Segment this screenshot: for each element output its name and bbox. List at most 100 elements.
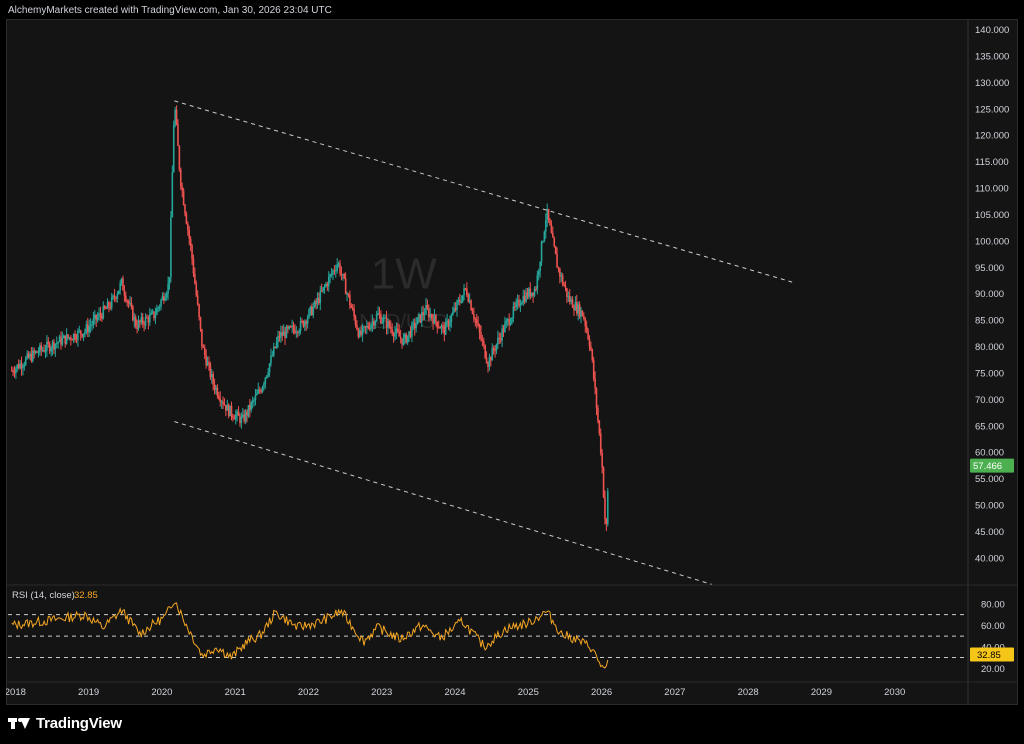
candle-body bbox=[456, 301, 458, 310]
candle-body bbox=[522, 296, 525, 303]
candle-body bbox=[195, 283, 198, 296]
time-axis-label: 2022 bbox=[298, 687, 319, 698]
candle-body bbox=[595, 388, 598, 408]
candle-body bbox=[366, 325, 368, 328]
candle-body bbox=[196, 295, 199, 305]
lower-trendline[interactable] bbox=[174, 421, 712, 585]
candle-body bbox=[536, 275, 539, 290]
candle-body bbox=[454, 308, 457, 310]
candle-body bbox=[350, 305, 353, 308]
candle-body bbox=[358, 330, 361, 337]
candle-body bbox=[148, 314, 151, 323]
candle-body bbox=[96, 316, 99, 320]
candle-body bbox=[122, 278, 124, 291]
candle-body bbox=[492, 348, 495, 351]
candle-body bbox=[330, 273, 333, 275]
candle-body bbox=[222, 401, 224, 405]
price-axis-label: 115.000 bbox=[975, 157, 1009, 168]
candle-body bbox=[289, 326, 292, 328]
candle-body bbox=[463, 288, 465, 296]
candle-body bbox=[206, 362, 209, 366]
candle-body bbox=[216, 387, 219, 396]
candle-body bbox=[299, 321, 302, 331]
candle-body bbox=[161, 295, 164, 301]
candle-body bbox=[78, 330, 81, 332]
candle-body bbox=[405, 334, 408, 343]
candle-body bbox=[392, 333, 395, 337]
candle-body bbox=[48, 343, 51, 352]
candle-body bbox=[32, 350, 34, 361]
candle-body bbox=[347, 293, 350, 296]
candle-body bbox=[381, 322, 384, 324]
candle-body bbox=[123, 290, 126, 296]
candle-body bbox=[391, 328, 393, 334]
candle-body bbox=[467, 294, 470, 302]
rsi-label: RSI (14, close) bbox=[12, 590, 75, 601]
candle-body bbox=[309, 306, 312, 310]
candle-body bbox=[132, 306, 134, 321]
candle-body bbox=[27, 353, 30, 358]
chart-panel[interactable] bbox=[6, 19, 1018, 705]
candle-body bbox=[74, 333, 76, 340]
candle-body bbox=[387, 321, 389, 329]
candle-body bbox=[119, 283, 121, 291]
candle-body bbox=[477, 323, 479, 326]
candle-body bbox=[106, 302, 109, 309]
candle-body bbox=[256, 393, 258, 396]
candle-body bbox=[117, 290, 120, 295]
candle-body bbox=[134, 317, 137, 327]
candle-body bbox=[495, 344, 498, 351]
candle-body bbox=[295, 331, 298, 334]
upper-trendline[interactable] bbox=[174, 100, 793, 283]
candle-body bbox=[525, 292, 527, 302]
candle-body bbox=[312, 307, 315, 315]
candle-body bbox=[154, 314, 157, 319]
candle-body bbox=[444, 321, 447, 335]
candle-body bbox=[270, 355, 272, 364]
candle-body bbox=[85, 324, 88, 332]
candle-body bbox=[115, 297, 117, 299]
candle-body bbox=[251, 400, 254, 403]
candle-body bbox=[389, 326, 392, 329]
candle-body bbox=[116, 294, 119, 299]
candle-body bbox=[94, 314, 96, 319]
candle-body bbox=[466, 288, 468, 295]
candle-body bbox=[461, 295, 464, 302]
candle-body bbox=[594, 378, 596, 389]
candle-body bbox=[529, 288, 532, 297]
price-axis-label: 120.000 bbox=[975, 131, 1009, 142]
candle-body bbox=[327, 276, 330, 287]
candle-body bbox=[170, 217, 172, 278]
candle-body bbox=[178, 145, 181, 170]
candle-body bbox=[322, 287, 324, 291]
candle-body bbox=[599, 433, 602, 453]
rsi-line bbox=[11, 602, 609, 669]
candle-body bbox=[82, 333, 85, 337]
candle-body bbox=[147, 317, 150, 323]
candle-body bbox=[590, 346, 592, 350]
candle-body bbox=[182, 190, 185, 206]
candle-body bbox=[566, 288, 568, 297]
candle-body bbox=[250, 402, 253, 410]
candle-body bbox=[281, 332, 284, 336]
candle-body bbox=[480, 332, 482, 340]
candle-body bbox=[521, 302, 523, 305]
candle-body bbox=[306, 317, 309, 324]
candle-body bbox=[298, 330, 300, 333]
price-axis-label: 65.000 bbox=[975, 421, 1004, 432]
candle-body bbox=[368, 327, 371, 330]
candle-body bbox=[89, 325, 92, 327]
price-axis-label: 60.000 bbox=[975, 448, 1004, 459]
rsi-axis-label: 60.00 bbox=[981, 621, 1005, 632]
price-axis-label: 50.000 bbox=[975, 501, 1004, 512]
candle-body bbox=[236, 411, 238, 415]
candle-body bbox=[213, 384, 216, 390]
candle-body bbox=[511, 317, 513, 323]
candle-body bbox=[126, 300, 129, 302]
chart-canvas[interactable]: 1WNZD/USD140.000135.000130.000125.000120… bbox=[6, 19, 1018, 705]
last-price-badge bbox=[970, 458, 1014, 473]
candle-body bbox=[187, 223, 189, 230]
candle-body bbox=[36, 351, 38, 353]
candle-body bbox=[498, 337, 501, 339]
candle-body bbox=[55, 342, 58, 344]
